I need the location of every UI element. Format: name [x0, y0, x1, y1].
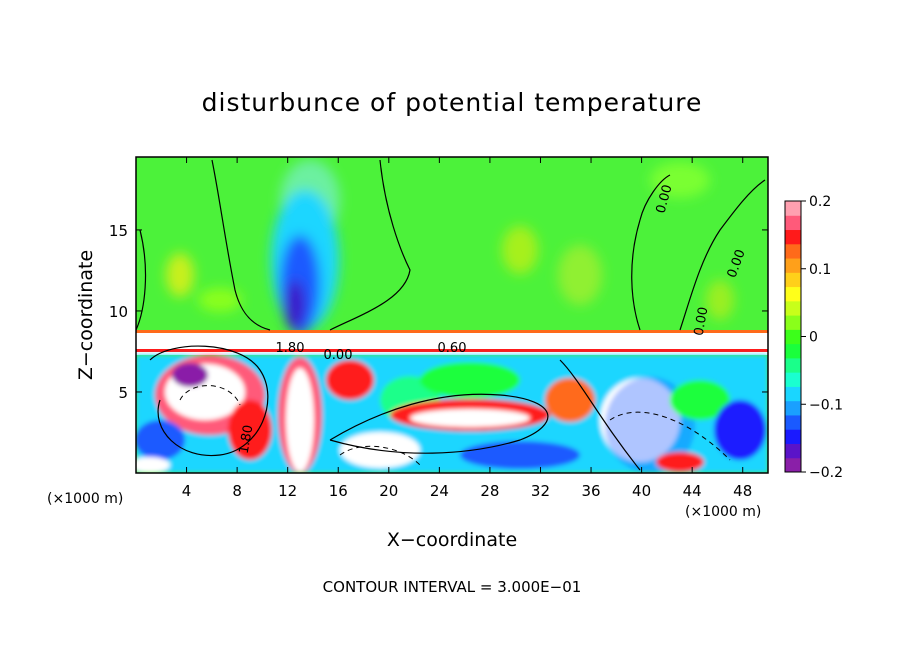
x-tick-label: 12: [278, 482, 297, 500]
y-axis: 5 10 15: [109, 222, 768, 402]
contour-label: 1.80: [237, 424, 257, 455]
colorbar-segment: [785, 315, 801, 330]
chart-title: disturbunce of potential temperature: [202, 88, 703, 117]
colorbar-segment: [785, 400, 801, 416]
contour-label: 1.80: [276, 341, 305, 356]
x-tick-label: 20: [379, 482, 398, 500]
y-tick-label: 15: [109, 222, 128, 240]
colorbar-segment: [785, 457, 801, 473]
colorbar-segment: [785, 372, 801, 387]
x-tick-label: 24: [430, 482, 449, 500]
y-tick-label: 10: [109, 303, 128, 321]
colorbar-tick-label: −0.1: [809, 397, 843, 413]
colorbar-segment: [785, 429, 801, 444]
x-tick-label: 48: [733, 482, 752, 500]
contour-interval-annotation: CONTOUR INTERVAL = 3.000E−01: [323, 578, 582, 596]
x-tick-label: 16: [329, 482, 348, 500]
y-tick-label: 5: [118, 384, 128, 402]
x-unit-label-left: (×1000 m): [47, 491, 123, 507]
plot-frame: [135, 156, 769, 474]
x-tick-label: 44: [683, 482, 702, 500]
x-tick-label: 36: [581, 482, 600, 500]
colorbar-segment: [785, 286, 801, 302]
plot-area: [136, 157, 768, 473]
contour-label: 0.00: [654, 183, 676, 215]
x-axis-label: X−coordinate: [387, 529, 517, 551]
colorbar-segment: [785, 414, 801, 430]
colorbar-tick-label: −0.2: [809, 465, 843, 481]
colorbar-ticks: 0.2 0.1 0 −0.1 −0.2: [801, 194, 843, 481]
colorbar-segment: [785, 386, 801, 402]
x-tick-label: 40: [632, 482, 651, 500]
y-axis-label: Z−coordinate: [75, 250, 97, 380]
colorbar-segment: [785, 357, 801, 373]
colorbar-tick-label: 0: [809, 330, 818, 346]
x-axis: 4 8 12 16 20 24 28 32 36 40 44 48: [182, 157, 752, 500]
colorbar-segment: [785, 300, 801, 316]
colorbar-segment: [785, 215, 801, 231]
colorbar-segment: [785, 201, 801, 216]
contour-label: 0.60: [438, 341, 467, 356]
x-unit-label-right: (×1000 m): [685, 504, 761, 520]
colorbar-segment: [785, 272, 801, 288]
colorbar-tick-label: 0.1: [809, 262, 831, 278]
x-tick-label: 32: [531, 482, 550, 500]
colorbar-segment: [785, 343, 801, 359]
x-tick-label: 4: [182, 482, 192, 500]
contour-label: 0.00: [692, 306, 712, 337]
x-tick-label: 28: [480, 482, 499, 500]
colorbar-segment: [785, 229, 801, 245]
colorbar-segment: [785, 443, 801, 459]
colorbar-tick-label: 0.2: [809, 194, 831, 210]
x-tick-label: 8: [232, 482, 242, 500]
colorbar-segment: [785, 258, 801, 273]
contour-label: 0.00: [324, 348, 353, 363]
colorbar-segment: [785, 243, 801, 259]
colorbar: [784, 200, 802, 473]
colorbar-segment: [785, 329, 801, 345]
